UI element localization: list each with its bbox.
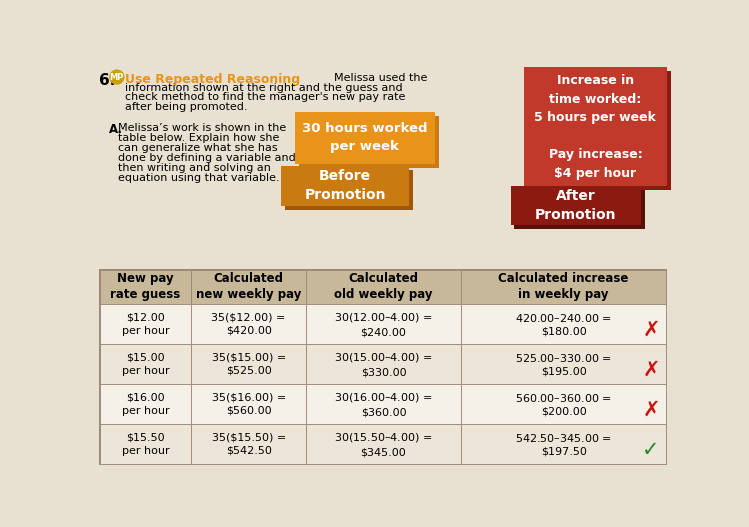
FancyBboxPatch shape (100, 344, 191, 384)
FancyBboxPatch shape (461, 270, 667, 304)
Text: Melissa’s work is shown in the: Melissa’s work is shown in the (118, 123, 287, 133)
FancyBboxPatch shape (515, 190, 645, 229)
Text: $525.00 – $330.00 =
$195.00: $525.00 – $330.00 = $195.00 (515, 352, 612, 377)
Text: ✗: ✗ (642, 360, 660, 379)
FancyBboxPatch shape (100, 384, 191, 424)
Text: $560.00 – $360.00 =
$200.00: $560.00 – $360.00 = $200.00 (515, 392, 612, 417)
Text: $15.00
per hour: $15.00 per hour (122, 353, 169, 376)
Text: after being promoted.: after being promoted. (125, 102, 248, 112)
Text: Increase in
time worked:
5 hours per week

Pay increase:
$4 per hour: Increase in time worked: 5 hours per wee… (535, 74, 656, 180)
Text: 30($15.00 – $4.00) =
$330.00: 30($15.00 – $4.00) = $330.00 (334, 352, 433, 377)
Text: can generalize what she has: can generalize what she has (118, 143, 278, 153)
Text: information shown at the right and the guess and: information shown at the right and the g… (125, 83, 403, 93)
Text: ✗: ✗ (642, 320, 660, 340)
FancyBboxPatch shape (295, 112, 434, 164)
FancyBboxPatch shape (306, 344, 461, 384)
FancyBboxPatch shape (99, 269, 667, 465)
Text: $420.00 – $240.00 =
$180.00: $420.00 – $240.00 = $180.00 (515, 312, 612, 337)
FancyBboxPatch shape (461, 384, 667, 424)
FancyBboxPatch shape (306, 304, 461, 344)
FancyBboxPatch shape (94, 63, 674, 469)
FancyBboxPatch shape (100, 304, 191, 344)
FancyBboxPatch shape (191, 344, 306, 384)
FancyBboxPatch shape (461, 344, 667, 384)
Text: MP: MP (109, 73, 124, 82)
FancyBboxPatch shape (191, 270, 306, 304)
Text: 35($15.00) =
$525.00: 35($15.00) = $525.00 (211, 353, 286, 376)
FancyBboxPatch shape (461, 424, 667, 464)
Text: done by defining a variable and: done by defining a variable and (118, 153, 296, 163)
Text: Before
Promotion: Before Promotion (304, 170, 386, 202)
FancyBboxPatch shape (524, 67, 667, 187)
Text: 30($12.00 – $4.00) =
$240.00: 30($12.00 – $4.00) = $240.00 (334, 311, 433, 337)
FancyBboxPatch shape (461, 304, 667, 344)
Text: 30 hours worked
per week: 30 hours worked per week (302, 122, 428, 153)
Text: table below. Explain how she: table below. Explain how she (118, 133, 280, 143)
Text: Calculated
new weekly pay: Calculated new weekly pay (196, 272, 301, 301)
FancyBboxPatch shape (299, 115, 438, 168)
FancyBboxPatch shape (306, 270, 461, 304)
Text: Melissa used the: Melissa used the (334, 73, 427, 83)
FancyBboxPatch shape (306, 424, 461, 464)
Text: ✗: ✗ (642, 400, 660, 419)
FancyBboxPatch shape (285, 170, 413, 210)
Text: Calculated
old weekly pay: Calculated old weekly pay (334, 272, 433, 301)
Circle shape (110, 70, 124, 84)
Text: 35($12.00) =
$420.00: 35($12.00) = $420.00 (211, 313, 286, 336)
FancyBboxPatch shape (100, 270, 191, 304)
Text: equation using that variable.: equation using that variable. (118, 173, 280, 183)
Text: Calculated increase
in weekly pay: Calculated increase in weekly pay (499, 272, 629, 301)
FancyBboxPatch shape (281, 165, 409, 206)
Text: Use Repeated Reasoning: Use Repeated Reasoning (125, 73, 300, 86)
FancyBboxPatch shape (527, 71, 671, 190)
FancyBboxPatch shape (191, 424, 306, 464)
Text: 35($15.50) =
$542.50: 35($15.50) = $542.50 (211, 433, 286, 456)
FancyBboxPatch shape (306, 384, 461, 424)
Text: 35($16.00) =
$560.00: 35($16.00) = $560.00 (211, 393, 286, 416)
Text: $15.50
per hour: $15.50 per hour (122, 433, 169, 456)
Text: New pay
rate guess: New pay rate guess (110, 272, 181, 301)
Text: 30($16.00 – $4.00) =
$360.00: 30($16.00 – $4.00) = $360.00 (334, 392, 433, 417)
Text: check method to find the manager's new pay rate: check method to find the manager's new p… (125, 93, 406, 102)
Text: $16.00
per hour: $16.00 per hour (122, 393, 169, 416)
Text: $542.50 – $345.00 =
$197.50: $542.50 – $345.00 = $197.50 (515, 432, 612, 457)
FancyBboxPatch shape (100, 424, 191, 464)
FancyBboxPatch shape (191, 384, 306, 424)
Text: $12.00
per hour: $12.00 per hour (122, 313, 169, 336)
Text: A.: A. (109, 123, 123, 136)
FancyBboxPatch shape (511, 187, 641, 225)
Text: then writing and solving an: then writing and solving an (118, 163, 271, 173)
Text: 30($15.50 – $4.00) =
$345.00: 30($15.50 – $4.00) = $345.00 (334, 432, 433, 457)
Text: ✓: ✓ (642, 440, 660, 460)
FancyBboxPatch shape (191, 304, 306, 344)
Text: After
Promotion: After Promotion (535, 190, 616, 222)
Text: 6.: 6. (99, 73, 115, 88)
